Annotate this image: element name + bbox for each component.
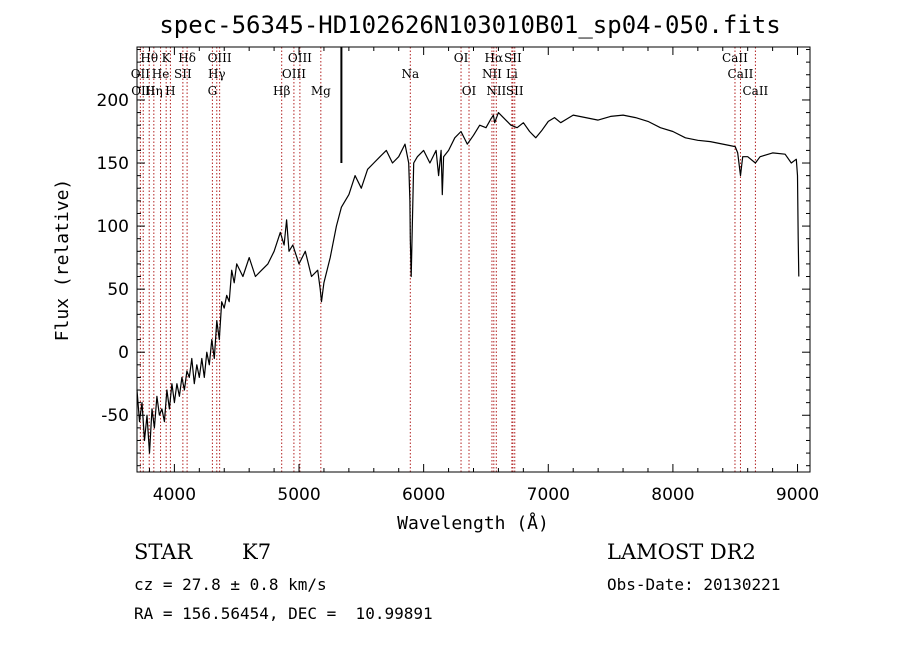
line-label-16: Li <box>506 67 518 81</box>
line-label-1: K <box>162 51 172 65</box>
line-label-6: Hα <box>485 51 504 65</box>
line-label-11: SII <box>174 67 192 81</box>
redshift-velocity: cz = 27.8 ± 0.8 km/s <box>134 575 327 594</box>
line-label-2: Hδ <box>178 51 196 65</box>
x-axis-label: Wavelength (Å) <box>397 512 549 534</box>
line-label-10: He <box>152 67 170 81</box>
x-tick-label-0: 4000 <box>153 485 196 505</box>
line-label-0: Hθ <box>140 51 158 65</box>
x-tick-label-1: 5000 <box>277 485 320 505</box>
x-tick-label-2: 6000 <box>402 485 445 505</box>
line-label-27: CaII <box>742 84 768 98</box>
y-axis-ticks: -50 0 50 100 150 200 <box>97 49 810 467</box>
line-label-21: G <box>208 84 218 98</box>
x-tick-label-5: 9000 <box>776 485 819 505</box>
line-label-13: OIII <box>282 67 306 81</box>
line-label-19: Hη <box>145 84 163 98</box>
line-label-24: OI <box>462 84 477 98</box>
y-tick-label-4: 150 <box>97 154 129 174</box>
line-label-20: H <box>165 84 175 98</box>
line-label-4: OIII <box>288 51 312 65</box>
line-label-7: SII <box>504 51 522 65</box>
x-tick-label-3: 7000 <box>527 485 570 505</box>
observation-date: Obs-Date: 20130221 <box>607 575 780 594</box>
line-label-15: NII <box>482 67 502 81</box>
y-axis-label: Flux (relative) <box>52 179 73 342</box>
coordinates: RA = 156.56454, DEC = 10.99891 <box>134 604 433 623</box>
spectrum-line <box>136 111 800 454</box>
line-label-25: NII <box>486 84 506 98</box>
line-label-22: Hβ <box>273 84 290 98</box>
plot-frame <box>136 46 811 473</box>
line-label-12: Hγ <box>208 67 226 81</box>
line-label-14: Na <box>401 67 419 81</box>
y-tick-label-2: 50 <box>107 280 129 300</box>
line-markers <box>139 47 756 472</box>
line-label-17: CaII <box>728 67 754 81</box>
object-class: STAR <box>134 540 193 564</box>
y-tick-label-3: 100 <box>97 217 129 237</box>
object-subclass: K7 <box>242 540 271 564</box>
line-label-9: OII <box>131 67 151 81</box>
x-tick-label-4: 8000 <box>651 485 694 505</box>
line-label-26: SII <box>506 84 524 98</box>
y-tick-label-1: 0 <box>118 343 129 363</box>
line-label-3: OIII <box>208 51 232 65</box>
y-tick-label-0: -50 <box>101 406 129 426</box>
survey-name: LAMOST DR2 <box>607 540 756 564</box>
x-axis-ticks: 4000 5000 6000 7000 8000 9000 <box>148 47 819 505</box>
spectrum-series <box>136 47 800 454</box>
line-label-8: CaII <box>722 51 748 65</box>
line-label-5: OI <box>454 51 469 65</box>
y-tick-label-5: 200 <box>97 91 129 111</box>
chart-title: spec-56345-HD102626N103010B01_sp04-050.f… <box>159 11 780 39</box>
line-label-23: Mg <box>311 84 331 98</box>
